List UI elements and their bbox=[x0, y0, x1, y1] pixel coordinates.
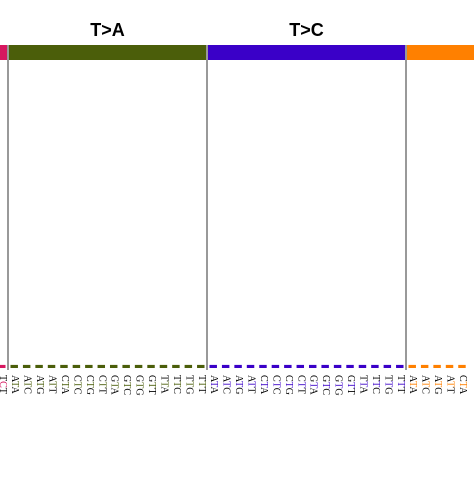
bar bbox=[371, 364, 379, 369]
x-tick-label: ATC bbox=[220, 375, 231, 394]
bar bbox=[147, 364, 155, 369]
bar bbox=[383, 364, 392, 369]
x-tick-label: ATA bbox=[407, 375, 418, 394]
bar bbox=[47, 364, 56, 369]
x-tick-label: ATC bbox=[21, 375, 32, 394]
bar bbox=[35, 364, 43, 369]
x-tick-label: TTC bbox=[171, 375, 182, 394]
group-header bbox=[407, 45, 474, 60]
x-tick-label: TTT bbox=[195, 375, 206, 393]
x-tick-label: GTT bbox=[146, 375, 157, 394]
x-tick-label: CTC bbox=[270, 375, 281, 395]
x-tick-label: GTG bbox=[332, 375, 343, 396]
x-tick-label: CTT bbox=[295, 375, 306, 394]
x-tick-label: CTG bbox=[84, 375, 95, 395]
bar bbox=[0, 364, 6, 369]
bar bbox=[122, 364, 130, 369]
x-tick-label: GTC bbox=[121, 375, 132, 395]
x-tick-label: CTC bbox=[71, 375, 82, 395]
bar bbox=[234, 364, 242, 369]
group-header bbox=[208, 45, 405, 60]
bar bbox=[209, 364, 217, 369]
x-tick-label: ATG bbox=[233, 375, 244, 394]
bar bbox=[10, 364, 18, 369]
bar bbox=[284, 364, 292, 369]
bar bbox=[396, 364, 404, 369]
bar bbox=[159, 364, 168, 369]
x-tick-label: GTC bbox=[320, 375, 331, 395]
x-tick-label: ATC bbox=[419, 375, 430, 394]
bar bbox=[197, 364, 205, 369]
x-tick-label: TTA bbox=[357, 375, 368, 394]
bar bbox=[60, 364, 68, 369]
x-tick-label: GTA bbox=[307, 375, 318, 396]
x-tick-label: CTA bbox=[258, 375, 269, 395]
x-tick-label: TTA bbox=[158, 375, 169, 394]
bar bbox=[346, 364, 354, 369]
x-tick-label: ATG bbox=[432, 375, 443, 394]
bar bbox=[358, 364, 367, 369]
group-label: T>C bbox=[289, 20, 324, 40]
group-header bbox=[0, 45, 7, 60]
x-tick-label: TTT bbox=[394, 375, 405, 393]
x-tick-label: CTA bbox=[59, 375, 70, 395]
x-tick-label: ATA bbox=[208, 375, 219, 394]
x-tick-label: ATG bbox=[34, 375, 45, 394]
x-tick-label: TCT bbox=[0, 375, 7, 394]
bar bbox=[72, 364, 81, 369]
bar bbox=[221, 364, 230, 369]
x-tick-label: GTT bbox=[345, 375, 356, 394]
x-tick-label: TTC bbox=[370, 375, 381, 394]
bar bbox=[259, 364, 267, 369]
bar bbox=[433, 364, 441, 369]
bar bbox=[445, 364, 454, 369]
bar bbox=[97, 364, 106, 369]
x-tick-label: ATT bbox=[46, 375, 57, 393]
x-tick-label: CTA bbox=[457, 375, 468, 395]
bar bbox=[184, 364, 193, 369]
bar bbox=[271, 364, 280, 369]
bar bbox=[296, 364, 305, 369]
bar bbox=[85, 364, 93, 369]
bar bbox=[22, 364, 31, 369]
bar bbox=[458, 364, 466, 369]
bar bbox=[420, 364, 429, 369]
bar bbox=[308, 364, 317, 369]
bar bbox=[172, 364, 180, 369]
x-tick-label: ATA bbox=[9, 375, 20, 394]
bar bbox=[408, 364, 416, 369]
x-tick-label: GTA bbox=[108, 375, 119, 396]
group-header bbox=[9, 45, 206, 60]
x-tick-label: CTG bbox=[283, 375, 294, 395]
group-label: T>A bbox=[90, 20, 125, 40]
x-tick-label: CTT bbox=[96, 375, 107, 394]
x-tick-label: TTG bbox=[382, 375, 393, 394]
bar bbox=[321, 364, 329, 369]
bar bbox=[134, 364, 143, 369]
x-tick-label: ATT bbox=[245, 375, 256, 393]
x-tick-label: TTG bbox=[183, 375, 194, 394]
bar bbox=[109, 364, 118, 369]
x-tick-label: ATT bbox=[444, 375, 455, 393]
bar bbox=[333, 364, 342, 369]
bar bbox=[246, 364, 255, 369]
x-tick-label: GTG bbox=[133, 375, 144, 396]
